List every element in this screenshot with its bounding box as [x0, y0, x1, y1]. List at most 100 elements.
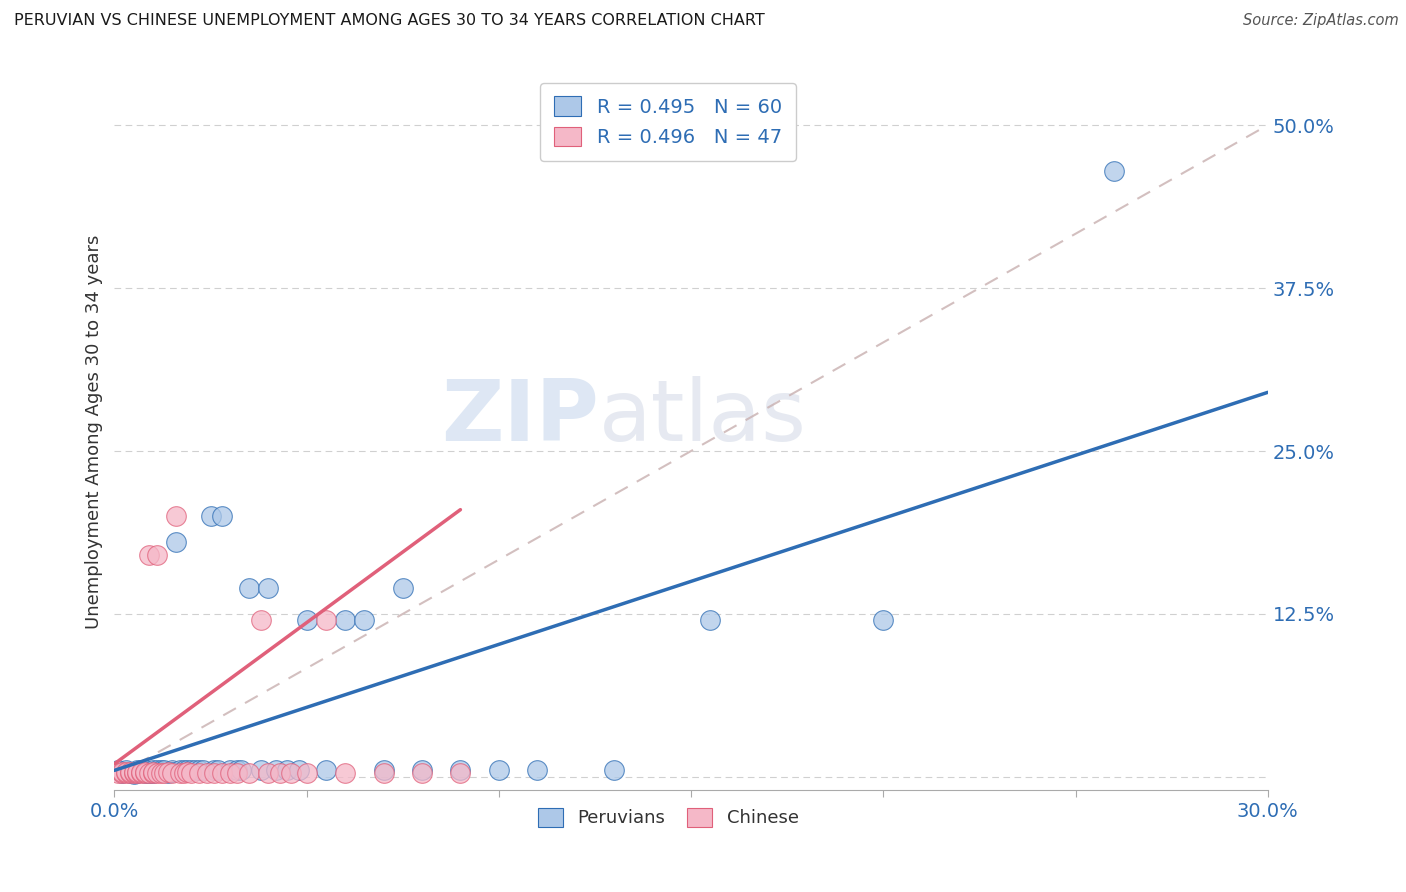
Point	[127, 766, 149, 780]
Point	[353, 614, 375, 628]
Point	[153, 764, 176, 778]
Point	[145, 766, 167, 780]
Point	[173, 766, 195, 780]
Point	[160, 764, 183, 779]
Point	[142, 764, 165, 779]
Point	[211, 766, 233, 780]
Point	[411, 764, 433, 778]
Point	[333, 614, 356, 628]
Point	[169, 764, 191, 778]
Point	[238, 581, 260, 595]
Point	[173, 764, 195, 778]
Point	[211, 509, 233, 524]
Point	[333, 766, 356, 780]
Text: PERUVIAN VS CHINESE UNEMPLOYMENT AMONG AGES 30 TO 34 YEARS CORRELATION CHART: PERUVIAN VS CHINESE UNEMPLOYMENT AMONG A…	[14, 13, 765, 29]
Point	[115, 764, 138, 779]
Point	[142, 766, 165, 780]
Point	[207, 764, 229, 778]
Point	[145, 764, 167, 779]
Point	[131, 766, 153, 780]
Point	[449, 764, 471, 778]
Point	[142, 764, 165, 778]
Point	[315, 614, 337, 628]
Point	[276, 764, 298, 778]
Point	[280, 766, 302, 780]
Point	[149, 766, 172, 780]
Point	[134, 764, 156, 779]
Point	[149, 764, 172, 778]
Point	[1102, 163, 1125, 178]
Point	[160, 766, 183, 780]
Point	[118, 766, 141, 780]
Point	[218, 766, 240, 780]
Point	[122, 767, 145, 781]
Point	[180, 764, 202, 778]
Point	[288, 764, 311, 778]
Point	[488, 764, 510, 778]
Point	[111, 766, 134, 780]
Point	[184, 764, 207, 778]
Point	[134, 766, 156, 780]
Point	[127, 766, 149, 780]
Point	[226, 766, 249, 780]
Point	[295, 766, 318, 780]
Point	[138, 549, 160, 563]
Point	[115, 764, 138, 779]
Point	[176, 764, 198, 779]
Point	[131, 764, 153, 779]
Text: Source: ZipAtlas.com: Source: ZipAtlas.com	[1243, 13, 1399, 29]
Point	[257, 766, 280, 780]
Point	[138, 766, 160, 780]
Point	[115, 764, 138, 778]
Point	[218, 764, 240, 778]
Point	[138, 764, 160, 779]
Point	[373, 764, 395, 778]
Point	[269, 766, 291, 780]
Point	[118, 764, 141, 779]
Point	[872, 614, 894, 628]
Point	[202, 766, 225, 780]
Point	[315, 764, 337, 778]
Point	[449, 766, 471, 780]
Point	[202, 764, 225, 778]
Point	[191, 764, 214, 778]
Point	[142, 766, 165, 780]
Point	[411, 766, 433, 780]
Point	[249, 764, 271, 778]
Point	[153, 766, 176, 780]
Point	[391, 581, 413, 595]
Point	[226, 764, 249, 778]
Point	[122, 764, 145, 779]
Point	[160, 764, 183, 778]
Legend: Peruvians, Chinese: Peruvians, Chinese	[530, 801, 806, 835]
Point	[134, 766, 156, 780]
Point	[157, 764, 180, 779]
Point	[122, 766, 145, 780]
Point	[145, 549, 167, 563]
Point	[107, 764, 129, 778]
Point	[134, 764, 156, 778]
Point	[176, 764, 198, 778]
Point	[157, 766, 180, 780]
Point	[249, 614, 271, 628]
Point	[526, 764, 548, 778]
Point	[138, 766, 160, 780]
Point	[231, 764, 253, 778]
Point	[145, 764, 167, 778]
Point	[200, 509, 222, 524]
Point	[257, 581, 280, 595]
Point	[195, 766, 218, 780]
Y-axis label: Unemployment Among Ages 30 to 34 years: Unemployment Among Ages 30 to 34 years	[86, 235, 103, 629]
Point	[115, 766, 138, 780]
Point	[107, 766, 129, 780]
Point	[373, 766, 395, 780]
Point	[699, 614, 721, 628]
Point	[295, 614, 318, 628]
Point	[122, 764, 145, 779]
Point	[118, 766, 141, 780]
Point	[180, 766, 202, 780]
Point	[188, 764, 211, 778]
Point	[149, 764, 172, 779]
Point	[603, 764, 626, 778]
Point	[111, 764, 134, 779]
